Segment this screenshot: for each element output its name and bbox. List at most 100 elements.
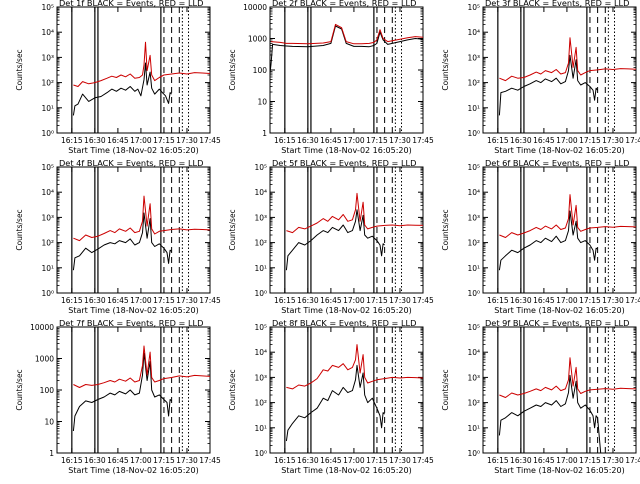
y-tick-label: 10⁰	[41, 289, 54, 298]
plot-frame	[269, 326, 424, 454]
y-tick-label: 10²	[467, 79, 480, 88]
y-tick-label: 10³	[467, 53, 480, 62]
series-events-line	[72, 352, 172, 432]
x-tick-label: 16:45	[107, 456, 129, 465]
y-tick-label: 10³	[41, 53, 54, 62]
y-tick-label: 10⁴	[467, 28, 480, 37]
y-tick-label: 10⁵	[41, 3, 54, 12]
x-tick-label: 16:45	[320, 296, 342, 305]
x-tick-label: 16:15	[487, 136, 509, 145]
x-tick-label: 17:15	[579, 296, 601, 305]
y-tick-label: 10³	[467, 373, 480, 382]
panel-title: Det 7f BLACK = Events, RED = LLD	[59, 318, 203, 328]
plot-frame	[269, 166, 424, 294]
series-lld-line	[499, 357, 637, 398]
y-tick-label: 1000	[35, 355, 54, 364]
y-tick-label: 10000	[30, 323, 54, 332]
x-tick-label: 17:30	[602, 456, 624, 465]
panel-det-2: Det 2f BLACK = Events, RED = LLD 1 10 100 10…	[228, 0, 434, 155]
x-axis-label: Start Time (18-Nov-02 16:05:20)	[494, 466, 624, 475]
series-lld-line	[499, 194, 637, 238]
y-tick-label: 10³	[254, 373, 267, 382]
y-tick-label: 10⁵	[467, 3, 480, 12]
y-tick-label: 10¹	[41, 104, 54, 113]
y-axis-label: Counts/sec	[15, 49, 24, 90]
y-tick-label: 10¹	[254, 424, 267, 433]
y-tick-label: 10³	[254, 213, 267, 222]
y-tick-label: 10⁴	[467, 348, 480, 357]
plot-frame	[482, 326, 637, 454]
x-tick-label: 17:45	[199, 296, 221, 305]
y-tick-label: 10²	[41, 239, 54, 248]
x-tick-label: 17:00	[130, 296, 152, 305]
x-tick-label: 17:00	[556, 136, 578, 145]
panel-det-9: Det 9f BLACK = Events, RED = LLD 10⁰ 10¹ 10…	[441, 318, 640, 475]
series-events-line	[498, 374, 602, 454]
series-lld-line	[286, 344, 424, 390]
y-tick-label: 10	[44, 418, 54, 427]
panel-det-6: Det 6f BLACK = Events, RED = LLD 10⁰ 10¹ 10…	[441, 158, 640, 315]
x-tick-label: 17:15	[153, 296, 175, 305]
x-tick-label: 16:30	[84, 136, 106, 145]
plot-frame	[56, 6, 211, 134]
panel-title: Det 5f BLACK = Events, RED = LLD	[272, 158, 416, 168]
x-tick-label: 16:45	[320, 456, 342, 465]
x-tick-label: 17:30	[176, 456, 198, 465]
panel-title: Det 4f BLACK = Events, RED = LLD	[59, 158, 203, 168]
x-axis-label: Start Time (18-Nov-02 16:05:20)	[494, 306, 624, 315]
series-events-line	[269, 25, 424, 74]
y-tick-label: 10⁰	[254, 449, 267, 458]
x-tick-label: 17:30	[389, 296, 411, 305]
plot-frame	[56, 166, 211, 294]
x-tick-label: 17:45	[625, 136, 640, 145]
y-tick-label: 10⁴	[254, 348, 267, 357]
x-tick-label: 16:30	[510, 456, 532, 465]
x-tick-label: 17:45	[412, 296, 434, 305]
series-lld-line	[73, 195, 211, 242]
x-axis-label: Start Time (18-Nov-02 16:05:20)	[68, 306, 198, 315]
y-axis-label: Counts/sec	[441, 49, 450, 90]
series-lld-line	[73, 41, 211, 87]
x-tick-label: 17:00	[343, 296, 365, 305]
plot-frame	[56, 326, 211, 454]
panel-title: Det 9f BLACK = Events, RED = LLD	[485, 318, 629, 328]
series-events-line	[285, 209, 385, 271]
x-tick-label: 16:45	[533, 136, 555, 145]
y-axis-label: Counts/sec	[15, 369, 24, 410]
x-tick-label: 17:30	[176, 296, 198, 305]
y-tick-label: 10⁴	[467, 188, 480, 197]
y-axis-label: Counts/sec	[441, 369, 450, 410]
x-tick-label: 16:15	[487, 296, 509, 305]
x-tick-label: 17:00	[130, 136, 152, 145]
y-axis-label: Counts/sec	[228, 209, 237, 250]
y-tick-label: 10²	[467, 239, 480, 248]
y-tick-label: 10⁴	[41, 188, 54, 197]
y-tick-label: 10000	[243, 3, 267, 12]
plot-frame	[482, 166, 637, 294]
x-tick-label: 16:15	[274, 456, 296, 465]
y-tick-label: 10⁰	[467, 449, 480, 458]
x-tick-label: 16:30	[510, 296, 532, 305]
y-axis-label: Counts/sec	[441, 209, 450, 250]
y-tick-label: 10⁵	[41, 163, 54, 172]
y-tick-label: 10¹	[467, 424, 480, 433]
y-tick-label: 10²	[41, 79, 54, 88]
panel-title: Det 2f BLACK = Events, RED = LLD	[272, 0, 416, 8]
x-tick-label: 16:30	[84, 456, 106, 465]
x-tick-label: 17:45	[625, 456, 640, 465]
y-tick-label: 10⁵	[254, 323, 267, 332]
y-tick-label: 10¹	[254, 264, 267, 273]
x-axis-label: Start Time (18-Nov-02 16:05:20)	[281, 466, 411, 475]
x-tick-label: 17:00	[130, 456, 152, 465]
x-tick-label: 17:30	[176, 136, 198, 145]
y-tick-label: 100	[40, 386, 55, 395]
y-tick-label: 10⁰	[467, 129, 480, 138]
x-tick-label: 17:00	[556, 456, 578, 465]
series-lld-line	[270, 23, 424, 45]
x-tick-label: 16:45	[533, 456, 555, 465]
x-tick-label: 17:45	[199, 136, 221, 145]
panel-det-1: Det 1f BLACK = Events, RED = LLD 10⁰ 10¹ 10…	[15, 0, 221, 155]
x-tick-label: 17:45	[412, 456, 434, 465]
x-tick-label: 16:15	[487, 456, 509, 465]
